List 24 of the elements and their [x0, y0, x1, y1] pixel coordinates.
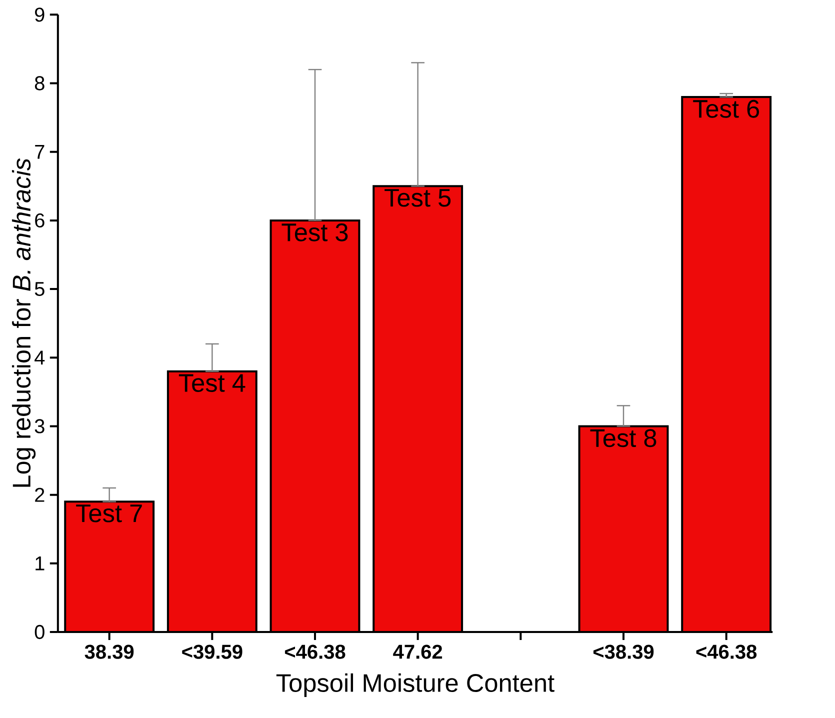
x-tick-label: <38.39: [593, 644, 654, 659]
x-tick-label: <46.38: [284, 644, 346, 659]
y-tick-label: 5: [34, 282, 44, 296]
y-tick-label: 9: [35, 8, 44, 22]
data-label: Test 6: [693, 100, 759, 118]
y-tick-label: 3: [34, 419, 44, 434]
y-tick-label: 8: [34, 76, 44, 90]
x-tick-label: 38.39: [84, 644, 134, 659]
data-label: Test 4: [178, 374, 246, 392]
y-tick-label: 1: [36, 556, 44, 570]
y-tick-label: 0: [34, 624, 44, 640]
y-tick-label: 2: [35, 488, 44, 502]
data-label: Test 7: [76, 504, 142, 522]
x-tick-label: <39.59: [182, 644, 242, 659]
y-tick-label: 6: [35, 213, 44, 228]
y-tick-label: 7: [35, 144, 44, 159]
data-label: Test 8: [590, 429, 656, 448]
x-tick-label: 47.62: [393, 644, 442, 659]
y-axis-title: Log reduction for B. anthracis: [12, 158, 36, 487]
data-label: Test 3: [282, 223, 348, 242]
data-label: Test 5: [384, 189, 451, 207]
x-axis-title: Topsoil Moisture Content: [276, 673, 554, 697]
x-tick-label: <46.38: [696, 644, 757, 659]
y-tick-label: 4: [34, 350, 45, 365]
